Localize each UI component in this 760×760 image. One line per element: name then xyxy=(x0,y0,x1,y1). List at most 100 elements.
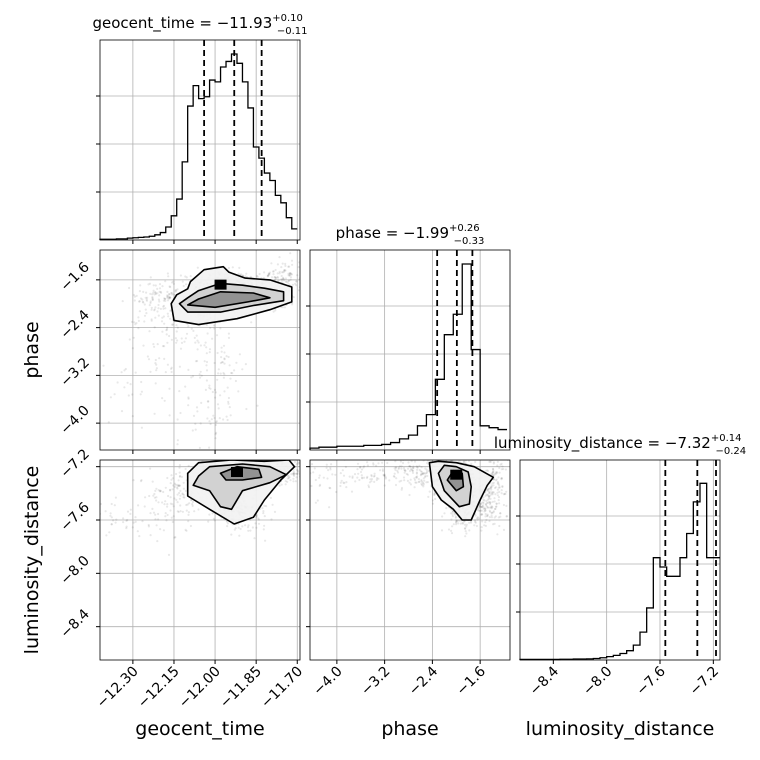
sample-point xyxy=(366,461,369,464)
sample-point xyxy=(164,307,167,310)
sample-point xyxy=(154,291,157,294)
sample-point xyxy=(165,333,168,336)
sample-point xyxy=(152,511,156,514)
sample-point xyxy=(280,274,283,278)
sample-point xyxy=(249,275,252,278)
sample-point xyxy=(247,529,250,532)
sample-point xyxy=(496,471,499,474)
sample-point xyxy=(296,472,299,475)
sample-point xyxy=(250,321,253,324)
sample-point xyxy=(411,471,415,474)
sample-point xyxy=(154,358,157,362)
sample-point xyxy=(168,293,171,296)
sample-point xyxy=(476,508,479,511)
sample-point xyxy=(163,399,166,402)
sample-point xyxy=(502,528,506,532)
sample-point xyxy=(451,515,454,518)
sample-point xyxy=(176,501,179,504)
sample-point xyxy=(183,496,186,499)
sample-point xyxy=(325,466,328,469)
sample-point xyxy=(354,480,357,483)
sample-point xyxy=(227,396,230,400)
sample-point xyxy=(178,497,181,500)
sample-point xyxy=(125,525,128,528)
sample-point xyxy=(423,479,426,482)
sample-point xyxy=(155,524,158,527)
sample-point xyxy=(129,383,132,386)
sample-point xyxy=(487,501,490,504)
sample-point xyxy=(217,453,219,455)
sample-point xyxy=(400,488,403,491)
sample-point xyxy=(215,334,219,337)
sample-point xyxy=(223,373,226,376)
sample-point xyxy=(322,476,325,479)
sample-point xyxy=(241,457,243,459)
sample-point xyxy=(182,496,185,499)
sample-point xyxy=(381,468,384,471)
sample-point xyxy=(178,474,182,478)
sample-point xyxy=(150,308,153,311)
sample-point xyxy=(182,493,185,496)
sample-point xyxy=(169,296,172,299)
sample-point xyxy=(150,318,153,321)
sample-point xyxy=(373,474,376,477)
sample-point xyxy=(278,256,281,259)
sample-point xyxy=(285,280,288,283)
sample-point xyxy=(209,422,212,426)
sample-point xyxy=(434,497,437,501)
sample-point xyxy=(239,527,242,531)
sample-point xyxy=(154,382,157,385)
sample-point xyxy=(234,379,237,383)
sample-point xyxy=(274,268,277,272)
sample-point xyxy=(316,499,319,502)
x-tick-label: −3.2 xyxy=(358,664,393,699)
sample-point xyxy=(418,480,421,483)
sample-point xyxy=(153,345,156,348)
sample-point xyxy=(494,507,497,510)
sample-point xyxy=(147,525,150,528)
sample-point xyxy=(498,524,501,528)
sample-point xyxy=(256,275,259,278)
sample-point xyxy=(484,507,487,510)
sample-point xyxy=(149,276,152,279)
sample-point xyxy=(143,314,147,317)
sample-point xyxy=(190,327,193,330)
sample-point xyxy=(206,417,209,420)
sample-point xyxy=(220,346,223,349)
sample-point xyxy=(344,465,347,469)
sample-point xyxy=(227,402,230,405)
sample-point xyxy=(494,493,497,496)
sample-point xyxy=(176,288,179,291)
sample-point xyxy=(484,509,487,512)
sample-point xyxy=(284,262,287,265)
sample-point xyxy=(395,466,398,469)
sample-point xyxy=(497,516,500,519)
sample-point xyxy=(297,462,300,465)
sample-point xyxy=(295,472,298,475)
sample-point xyxy=(138,300,141,303)
sample-point xyxy=(485,489,488,492)
sample-point xyxy=(493,507,496,511)
sample-point xyxy=(284,264,287,267)
sample-point xyxy=(289,276,293,279)
sample-point xyxy=(255,526,258,529)
sample-point xyxy=(356,462,360,465)
sample-point xyxy=(215,431,218,434)
sample-point xyxy=(433,493,436,496)
sample-point xyxy=(187,404,190,407)
sample-point xyxy=(409,465,412,468)
sample-point xyxy=(266,274,270,277)
sample-point xyxy=(482,507,485,510)
histogram-step-geocent_time xyxy=(99,53,298,240)
histogram-step-luminosity_distance xyxy=(519,482,720,661)
sample-point xyxy=(121,300,124,303)
sample-point xyxy=(241,525,244,528)
sample-point xyxy=(276,272,279,275)
sample-point xyxy=(205,360,209,364)
sample-point xyxy=(151,507,154,510)
sample-point xyxy=(408,493,411,497)
sample-point xyxy=(184,275,187,278)
sample-point xyxy=(297,289,300,292)
sample-point xyxy=(359,466,362,469)
sample-point xyxy=(173,497,176,500)
